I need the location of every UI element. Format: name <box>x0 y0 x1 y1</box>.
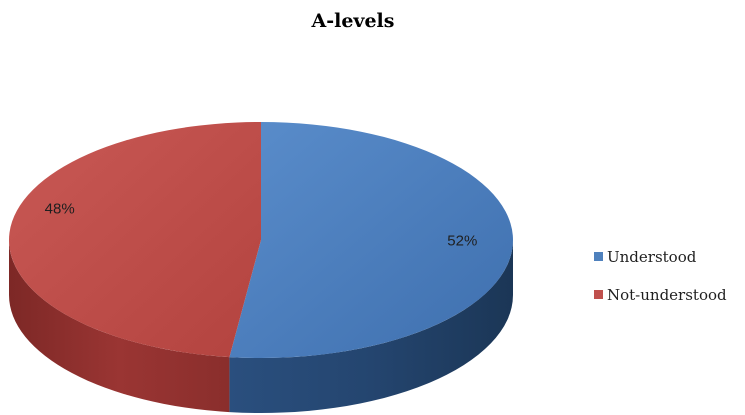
legend: Understood Not-understood <box>594 248 727 304</box>
legend-swatch-understood <box>594 252 603 261</box>
pie-side-not-understood <box>9 240 230 413</box>
data-label-understood: 52% <box>447 232 477 249</box>
pie-slice-understood <box>229 122 513 358</box>
chart-title: A-levels <box>311 10 395 32</box>
legend-label-understood: Understood <box>607 248 697 266</box>
legend-label-not-understood: Not-understood <box>607 286 727 304</box>
data-label-not-understood: 48% <box>45 201 75 218</box>
pie-slice-not-understood <box>8 122 261 358</box>
legend-swatch-not-understood <box>594 290 603 299</box>
pie-side-understood <box>229 240 514 413</box>
